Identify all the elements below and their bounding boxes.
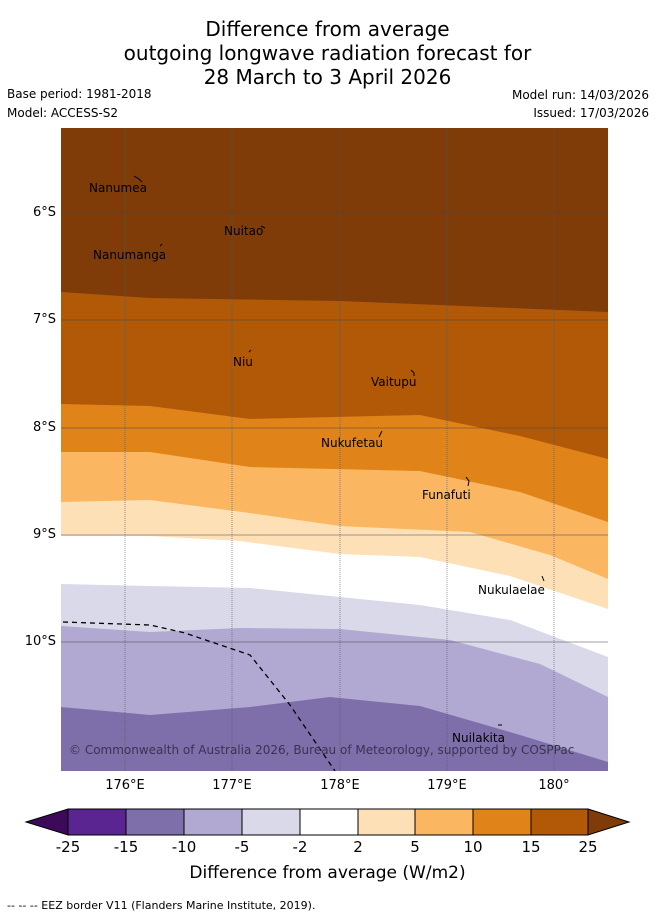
chart-title-line-2: outgoing longwave radiation forecast for: [123, 41, 532, 65]
place-niu: Niu: [233, 355, 253, 369]
colorbar-swatch-5: [300, 809, 358, 835]
lon-label-178e: 178°E: [320, 778, 360, 793]
issued-date: Issued: 17/03/2026: [533, 106, 649, 120]
place-nuitao: Nuitao: [224, 224, 263, 238]
place-vaitupu: Vaitupu: [371, 375, 417, 389]
colorbar-swatch-6: [358, 809, 415, 835]
colorbar-tick: 10: [463, 838, 483, 856]
colorbar-swatch-2: [126, 809, 184, 835]
place-nukulaelae: Nukulaelae: [478, 583, 545, 597]
colorbar-tick: 15: [521, 838, 541, 856]
lat-label-6s: 6°S: [32, 205, 56, 220]
band-minus15-minus10: [61, 697, 608, 771]
place-funafuti: Funafuti: [422, 488, 471, 502]
lat-label-8s: 8°S: [32, 420, 56, 435]
model-run: Model run: 14/03/2026: [511, 88, 649, 102]
colorbar-swatch-1: [68, 809, 126, 835]
colorbar-tick: 25: [578, 838, 598, 856]
colorbar-tick: -5: [234, 838, 250, 856]
chart-title-line-3: 28 March to 3 April 2026: [203, 65, 452, 89]
colorbar-swatch-4: [242, 809, 300, 835]
colorbar-tick: 2: [353, 838, 363, 856]
colorbar-tick: -10: [171, 838, 197, 856]
colorbar-low-arrow: [24, 808, 69, 836]
lon-label-180: 180°: [538, 778, 570, 793]
colorbar: [24, 808, 631, 836]
place-nanumanga: Nanumanga: [93, 248, 166, 262]
place-nukufetau: Nukufetau: [321, 436, 383, 450]
lon-label-179e: 179°E: [427, 778, 467, 793]
colorbar-high-arrow: [587, 808, 631, 836]
eez-border: [62, 621, 336, 771]
colorbar-swatch-9: [531, 809, 588, 835]
chart-title-line-1: Difference from average: [205, 17, 450, 41]
colorbar-tick: -2: [292, 838, 308, 856]
base-period: Base period: 1981-2018: [7, 87, 152, 101]
lon-label-177e: 177°E: [212, 778, 252, 793]
lat-label-7s: 7°S: [32, 312, 56, 327]
place-nanumea: Nanumea: [89, 181, 147, 195]
colorbar-tick: -25: [55, 838, 81, 856]
model-name: Model: ACCESS-S2: [7, 106, 119, 120]
colorbar-tick: 5: [410, 838, 420, 856]
lon-label-176e: 176°E: [105, 778, 145, 793]
lat-label-10s: 10°S: [24, 634, 56, 649]
colorbar-swatch-3: [184, 809, 242, 835]
eez-footnote: -- -- -- EEZ border V11 (Flanders Marine…: [7, 899, 316, 912]
map-credit: © Commonwealth of Australia 2026, Bureau…: [69, 743, 574, 757]
colorbar-label: Difference from average (W/m2): [189, 863, 466, 883]
colorbar-swatch-7: [415, 809, 473, 835]
colorbar-swatch-8: [473, 809, 531, 835]
place-nuilakita: Nuilakita: [452, 731, 505, 745]
lat-label-9s: 9°S: [32, 527, 56, 542]
colorbar-tick: -15: [113, 838, 139, 856]
island-outlines: [133, 175, 545, 726]
lat-grid: [61, 211, 608, 643]
